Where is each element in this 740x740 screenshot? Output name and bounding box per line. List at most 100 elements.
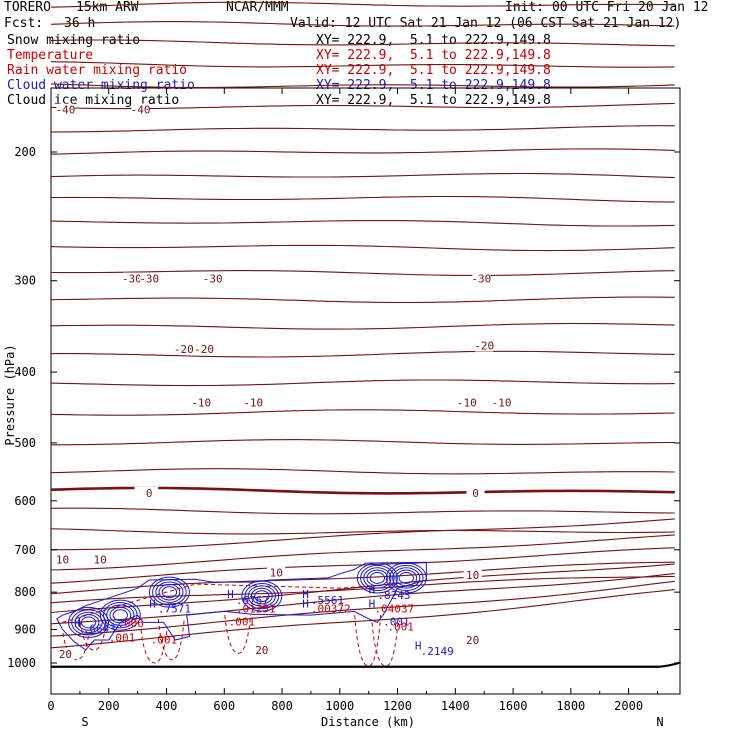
cloud-water-ring <box>385 562 427 594</box>
maximum-value: .6767 <box>236 594 269 607</box>
cloud-water-ring <box>247 585 276 607</box>
isotherm <box>50 39 675 47</box>
cloud-water-ring <box>244 582 280 610</box>
isotherm <box>51 125 675 133</box>
y-tick-label: 200 <box>14 145 36 159</box>
field-label-snow: Snow mixing ratio <box>7 33 141 48</box>
x-tick-label: 0 <box>47 699 54 713</box>
x-tick-label: 1600 <box>499 699 528 713</box>
contour-label: 10 <box>270 567 283 580</box>
contour-labels: -40 -40-30-30 -30 -30-20 -20 -20-10 -10 -10 -100… <box>53 103 512 661</box>
maximum-value: .001 <box>387 621 414 634</box>
cloud-water-ring <box>74 611 103 634</box>
maximum-value: .00372 <box>311 603 351 616</box>
isotherm <box>50 528 675 535</box>
isotherm <box>50 580 675 637</box>
x-tick-label: 1200 <box>383 699 412 713</box>
isotherm <box>50 518 675 551</box>
contour-label-bg <box>56 103 75 116</box>
x-tick-label: 200 <box>98 699 120 713</box>
cloud-water-ring <box>360 564 395 592</box>
maximum-value: .006 <box>117 617 144 630</box>
cloud-water-ring <box>103 602 138 629</box>
y-tick-label: 700 <box>14 543 36 557</box>
y-tick-label: 800 <box>14 585 36 599</box>
contour-label: 20 <box>466 634 479 647</box>
contour-label-bg <box>203 272 222 285</box>
isotherm <box>50 563 675 614</box>
isotherm <box>50 468 675 475</box>
x-tick-label: 1400 <box>441 699 470 713</box>
contour-label: -40 <box>131 104 151 117</box>
maximum-marker: H <box>369 583 376 596</box>
isotherm <box>50 270 675 276</box>
contour-label-bg <box>244 396 263 409</box>
contour-label: -30 <box>203 273 223 286</box>
field-xy-cloud-ice: XY= 222.9, 5.1 to 222.9,149.8 <box>316 93 551 108</box>
contour-label: -10 <box>492 396 512 409</box>
isotherm <box>51 439 675 446</box>
field-xy-temperature: XY= 222.9, 5.1 to 222.9,149.8 <box>316 48 551 63</box>
cloud-water-ring <box>112 609 129 622</box>
maximum-value: .001 <box>151 633 178 646</box>
isotherm <box>50 148 675 155</box>
maximum-value: .001 <box>229 615 256 628</box>
contour-label: -10 <box>191 396 211 409</box>
contour-label-bg <box>122 272 141 285</box>
valid-time: Valid: 12 UTC Sat 21 Jan 12 (06 CST Sat … <box>290 16 682 31</box>
x-tick-label: 1000 <box>325 699 354 713</box>
field-label-temperature: Temperature <box>7 48 94 63</box>
field-label-cloud-water: Cloud water mixing ratio <box>7 78 195 93</box>
maximum-marker: H <box>415 639 422 652</box>
isotherm <box>50 61 675 68</box>
contour-label-bg <box>53 553 72 566</box>
rain-contour <box>79 622 107 651</box>
cloud-water-ring <box>250 587 273 605</box>
cloud-water-ring <box>152 579 187 606</box>
isotherm <box>51 350 675 358</box>
x-tick-label: 1800 <box>556 699 585 713</box>
axis-ticks: 0200400600800100012001400160018002000100… <box>7 88 680 713</box>
cloud-water-ring <box>158 583 181 601</box>
isotherm <box>50 220 675 227</box>
isotherm <box>50 1 675 8</box>
maximum-marker: H <box>74 617 81 630</box>
maximum-value: .5561 <box>311 594 344 607</box>
endpoint-south: S <box>81 715 88 729</box>
y-tick-label: 1000 <box>7 656 36 670</box>
cloud-water-ring <box>71 609 106 636</box>
x-tick-label: 600 <box>213 699 235 713</box>
maximum-value: .8243 <box>377 589 410 602</box>
cloud-water-ring <box>80 616 97 629</box>
cloud-water-ring <box>106 604 135 626</box>
contour-label-bg <box>463 633 482 646</box>
organization: NCAR/MMM <box>226 0 289 15</box>
maximum-value: .6643 <box>83 622 116 635</box>
maximum-value: .001 <box>109 632 136 645</box>
forecast-label: Fcst: <box>4 16 44 31</box>
contour-label-bg <box>492 396 511 409</box>
maximum-value: .2149 <box>421 645 454 658</box>
cloud-water-ring <box>68 606 110 638</box>
cloud-water-ring <box>398 572 414 584</box>
x-axis-label: Distance (km) <box>321 715 415 729</box>
model-resolution: 15km ARW <box>76 0 139 15</box>
isotherm <box>50 534 675 571</box>
maximum-marker: H <box>227 588 234 601</box>
maximum-marker: H <box>369 598 376 611</box>
isotherm <box>50 172 675 179</box>
contour-label: -10 <box>243 396 263 409</box>
temperature-contours <box>50 1 675 649</box>
contour-label: -40 <box>56 104 76 117</box>
isotherm <box>50 572 675 625</box>
maximum-marker: H <box>149 598 156 611</box>
y-axis-label: Pressure (hPa) <box>3 344 17 445</box>
contour-label: 0 <box>472 487 479 500</box>
contour-label: -20 <box>474 340 494 353</box>
y-tick-label: 900 <box>14 623 36 637</box>
contour-label: 10 <box>93 554 106 567</box>
isotherm <box>50 589 675 649</box>
plot-frame <box>50 87 681 695</box>
maximum-marker: H <box>302 598 309 611</box>
